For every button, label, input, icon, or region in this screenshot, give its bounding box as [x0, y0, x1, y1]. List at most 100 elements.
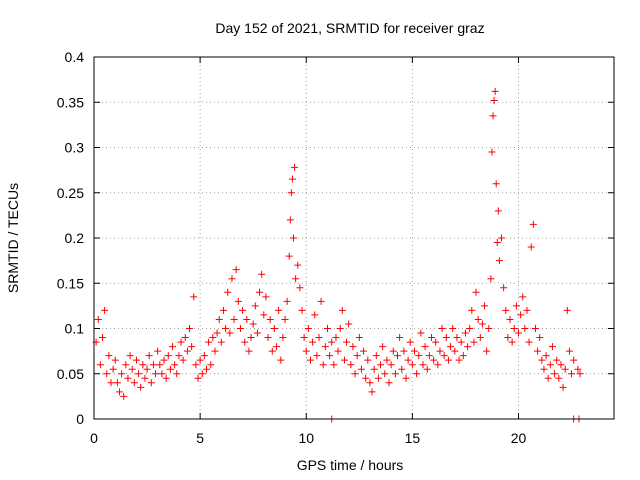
data-point — [94, 315, 102, 323]
data-point — [103, 370, 111, 378]
data-point — [502, 306, 510, 314]
data-point — [483, 347, 491, 355]
data-point — [494, 207, 502, 215]
data-point — [481, 302, 489, 310]
data-point — [565, 347, 573, 355]
x-tick-label: 20 — [511, 430, 527, 446]
data-point — [570, 356, 578, 364]
data-point — [243, 315, 251, 323]
data-point — [521, 325, 529, 332]
data-point — [130, 379, 138, 387]
data-point — [135, 370, 143, 378]
data-point — [285, 252, 293, 260]
data-point — [492, 180, 500, 188]
data-point — [175, 352, 183, 360]
data-point — [311, 311, 319, 319]
data-point — [105, 352, 113, 360]
data-point — [408, 361, 416, 369]
data-point — [427, 334, 435, 342]
data-point — [457, 338, 465, 346]
data-point — [372, 352, 380, 360]
data-point — [209, 334, 217, 342]
data-point — [576, 370, 584, 378]
data-point — [488, 148, 496, 156]
data-point — [96, 361, 104, 369]
data-point — [258, 270, 266, 278]
data-point — [273, 343, 281, 351]
data-point — [162, 374, 170, 382]
data-point — [181, 334, 189, 342]
data-point — [171, 361, 179, 369]
data-point — [355, 334, 363, 342]
y-tick-label: 0.4 — [65, 49, 85, 65]
x-tick-label: 10 — [298, 430, 314, 446]
data-point — [491, 87, 499, 95]
data-point — [419, 361, 427, 369]
data-point — [154, 347, 162, 355]
data-point — [498, 234, 506, 242]
data-point — [470, 338, 478, 346]
data-point — [442, 334, 450, 342]
data-point — [508, 338, 516, 346]
data-point — [476, 334, 484, 342]
data-point — [234, 297, 242, 305]
data-point — [389, 347, 397, 355]
data-point — [241, 338, 249, 346]
data-point — [290, 234, 298, 242]
data-point — [440, 352, 448, 360]
grid — [94, 57, 614, 419]
data-point — [500, 284, 508, 292]
data-point — [512, 302, 520, 310]
data-point — [200, 352, 208, 360]
data-point — [268, 347, 276, 355]
data-point — [292, 275, 300, 283]
data-point — [202, 365, 210, 373]
data-point — [281, 315, 289, 323]
data-point — [542, 352, 550, 360]
data-point — [447, 343, 455, 351]
data-point — [286, 216, 294, 224]
data-point — [410, 347, 418, 355]
data-point — [432, 338, 440, 346]
data-point — [173, 370, 181, 378]
data-point — [309, 338, 317, 346]
data-point — [468, 306, 476, 314]
data-point — [536, 334, 544, 342]
data-point — [164, 352, 172, 360]
data-point — [249, 320, 257, 328]
data-point — [205, 338, 213, 346]
data-point — [553, 356, 561, 364]
chart-title: Day 152 of 2021, SRMTID for receiver gra… — [215, 20, 484, 36]
data-point — [398, 365, 406, 373]
data-point — [156, 361, 164, 369]
data-point — [400, 347, 408, 355]
data-point — [402, 374, 410, 382]
data-point — [474, 315, 482, 323]
data-point — [413, 370, 421, 378]
data-point — [340, 356, 348, 364]
data-point — [406, 338, 414, 346]
data-point — [455, 356, 463, 364]
data-point — [436, 347, 444, 355]
x-tick-label: 15 — [405, 430, 421, 446]
data-point — [253, 329, 261, 337]
data-point — [343, 338, 351, 346]
data-point — [215, 315, 223, 323]
data-point — [574, 365, 582, 373]
data-point — [415, 352, 423, 360]
data-point — [317, 297, 325, 305]
data-point — [493, 239, 501, 247]
data-point — [143, 365, 151, 373]
data-point — [430, 356, 438, 364]
data-point — [122, 361, 130, 369]
data-series — [92, 87, 584, 423]
y-axis-label: SRMTID / TECUs — [5, 183, 21, 293]
x-axis: 0 5 10 15 20 — [90, 57, 526, 446]
data-point — [266, 315, 274, 323]
data-point — [211, 347, 219, 355]
data-point — [338, 306, 346, 314]
data-point — [177, 338, 185, 346]
data-point — [247, 334, 255, 342]
data-point — [139, 361, 147, 369]
